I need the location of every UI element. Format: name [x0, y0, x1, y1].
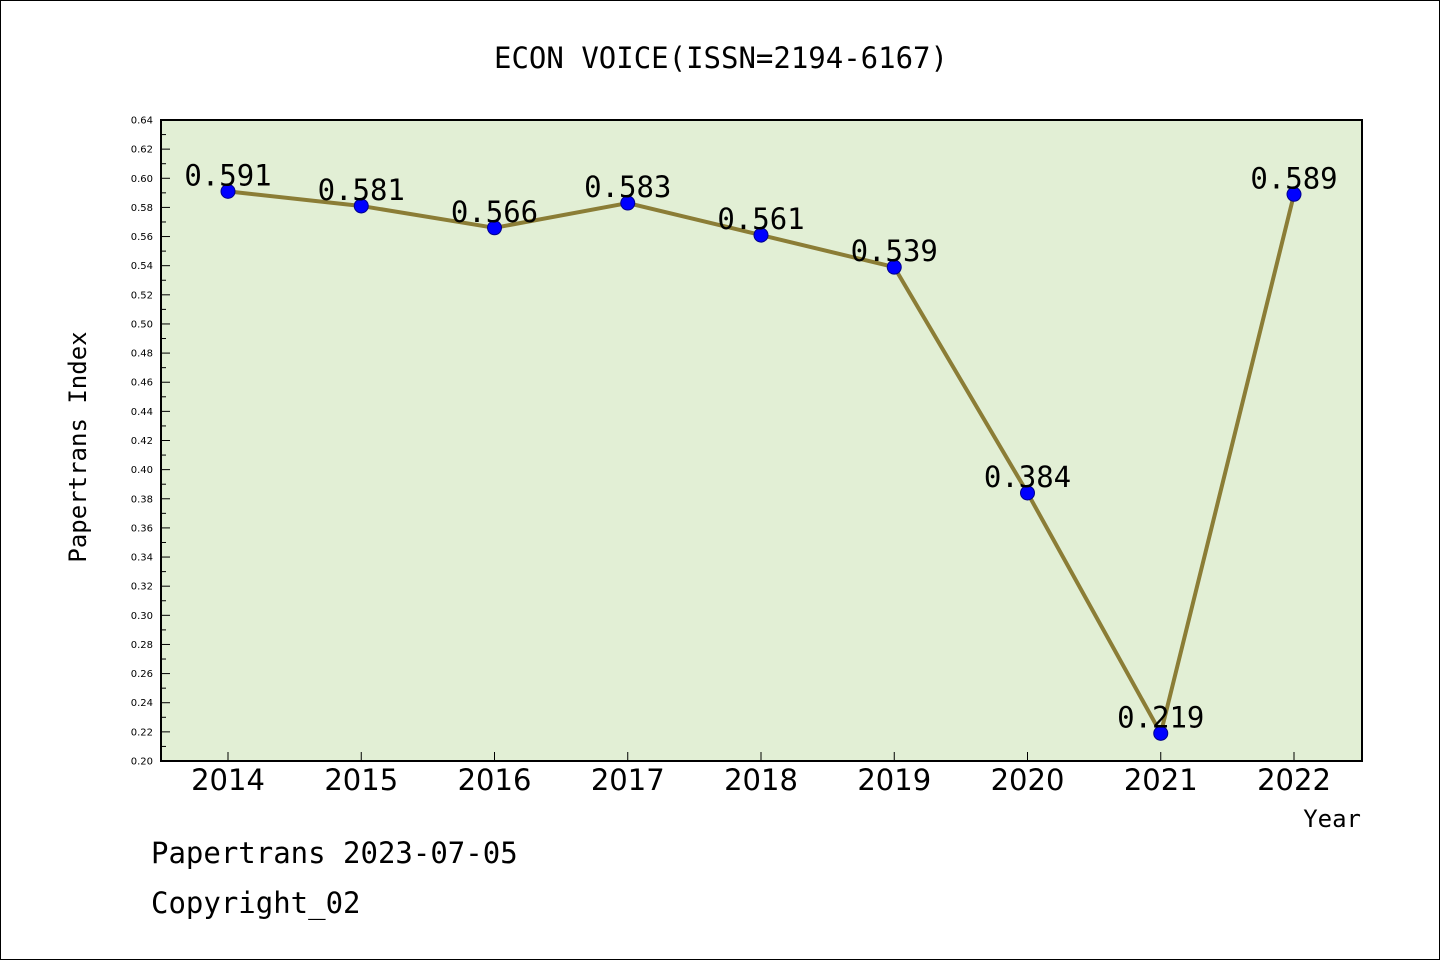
y-tick-label: 0.64	[131, 116, 153, 127]
series: 0.591 0.581 0.566 0.583 0.561 0.539 0.384 0.219…	[184, 158, 1338, 741]
data-point	[1286, 186, 1302, 202]
y-tick-label: 0.40	[131, 465, 153, 476]
y-tick-label: 0.56	[131, 232, 153, 243]
y-tick-label: 0.44	[131, 407, 153, 418]
y-tick-label: 0.38	[131, 494, 153, 505]
chart-title: ECON VOICE(ISSN=2194-6167)	[494, 41, 948, 75]
data-label: 0.591	[184, 158, 271, 192]
y-tick-label: 0.46	[131, 378, 153, 389]
y-tick-label: 0.32	[131, 582, 153, 593]
y-tick-label: 0.36	[131, 523, 153, 534]
data-label: 0.566	[451, 195, 538, 229]
y-tick-label: 0.58	[131, 203, 153, 214]
x-tick-label: 2019	[857, 763, 931, 797]
x-tick-label: 2015	[324, 763, 398, 797]
x-tick-label: 2017	[591, 763, 665, 797]
data-label: 0.583	[584, 170, 671, 204]
x-tick-label: 2022	[1257, 763, 1331, 797]
y-tick-label: 0.62	[131, 145, 153, 156]
x-tick-label: 2018	[724, 763, 798, 797]
y-tick-label: 0.26	[131, 669, 153, 680]
footer-copyright: Copyright_02	[151, 886, 361, 920]
x-tick-label: 2016	[458, 763, 532, 797]
x-tick-label: 2014	[191, 763, 265, 797]
y-tick-label: 0.54	[131, 261, 153, 272]
plot-area	[160, 119, 1363, 762]
y-tick-label: 0.48	[131, 349, 153, 360]
x-tick-label: 2020	[991, 763, 1065, 797]
x-tick-label: 2021	[1124, 763, 1198, 797]
y-axis-ticks: 0.20 0.22 0.24 0.26 0.28 0.30 0.32 0.34 0.36 0.38…	[131, 116, 170, 768]
x-axis-ticks: 2014 2015 2016 2017 2018 2019 2020 2021 2022	[191, 752, 1331, 797]
y-tick-label: 0.30	[131, 611, 153, 622]
data-point	[1020, 485, 1035, 501]
data-point	[753, 227, 769, 243]
y-tick-label: 0.22	[131, 727, 153, 738]
y-axis-label: Papertrans Index	[64, 331, 92, 562]
data-label: 0.581	[318, 173, 405, 207]
data-label: 0.219	[1117, 700, 1204, 734]
y-tick-label: 0.24	[131, 698, 153, 709]
y-tick-label: 0.42	[131, 436, 153, 447]
data-label: 0.539	[851, 234, 938, 268]
x-axis-label: Year	[1303, 805, 1361, 833]
data-point	[1153, 725, 1169, 741]
data-label: 0.384	[984, 460, 1071, 494]
y-tick-label: 0.60	[131, 174, 153, 185]
data-point	[220, 183, 236, 199]
y-tick-label: 0.20	[131, 757, 153, 768]
y-tick-label: 0.34	[131, 553, 153, 564]
y-tick-label: 0.28	[131, 640, 153, 651]
y-tick-label: 0.50	[131, 319, 153, 330]
data-point	[353, 198, 369, 214]
data-label: 0.589	[1250, 161, 1337, 195]
y-tick-label: 0.52	[131, 290, 153, 301]
data-point	[886, 259, 902, 275]
footer-date: Papertrans 2023-07-05	[151, 836, 518, 870]
data-point	[487, 220, 502, 236]
data-label: 0.561	[717, 202, 804, 236]
data-point	[620, 195, 636, 211]
